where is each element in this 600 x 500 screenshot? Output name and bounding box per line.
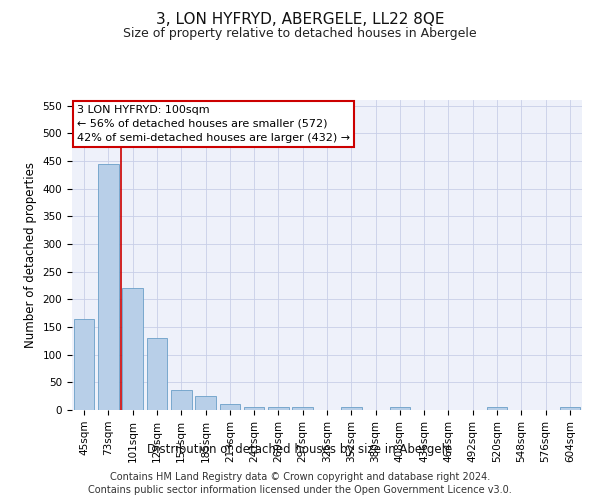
Text: 3 LON HYFRYD: 100sqm
← 56% of detached houses are smaller (572)
42% of semi-deta: 3 LON HYFRYD: 100sqm ← 56% of detached h… [77, 104, 350, 142]
Text: Size of property relative to detached houses in Abergele: Size of property relative to detached ho… [123, 28, 477, 40]
Bar [389, 407, 410, 410]
Bar [171, 390, 191, 410]
Bar [122, 288, 143, 410]
Bar [74, 318, 94, 410]
Bar [244, 406, 265, 410]
Bar [98, 164, 119, 410]
Bar [292, 407, 313, 410]
Y-axis label: Number of detached properties: Number of detached properties [24, 162, 37, 348]
Text: 3, LON HYFRYD, ABERGELE, LL22 8QE: 3, LON HYFRYD, ABERGELE, LL22 8QE [156, 12, 444, 28]
Bar [268, 407, 289, 410]
Text: Contains HM Land Registry data © Crown copyright and database right 2024.
Contai: Contains HM Land Registry data © Crown c… [88, 472, 512, 495]
Bar [195, 396, 216, 410]
Text: Distribution of detached houses by size in Abergele: Distribution of detached houses by size … [148, 442, 452, 456]
Bar [146, 338, 167, 410]
Bar [487, 407, 508, 410]
Bar [560, 407, 580, 410]
Bar [341, 407, 362, 410]
Bar [220, 404, 240, 410]
